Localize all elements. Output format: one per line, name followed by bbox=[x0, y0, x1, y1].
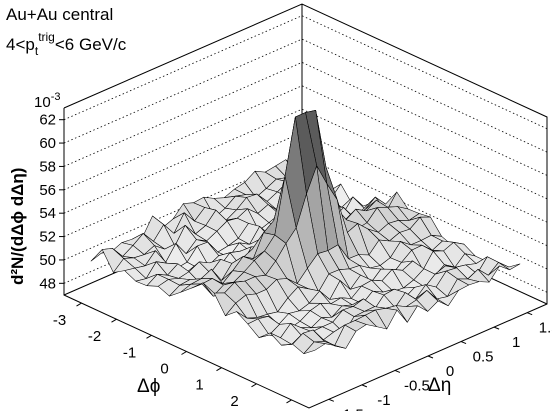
y-tick-mark bbox=[460, 341, 467, 345]
z-tick-label: 50 bbox=[39, 252, 56, 269]
z-tick-label: 48 bbox=[39, 275, 56, 292]
x-tick-label: -2 bbox=[88, 328, 101, 345]
x-tick-label: 3 bbox=[265, 409, 273, 411]
z-tick-label: 62 bbox=[39, 112, 56, 129]
z-tick-label: 52 bbox=[39, 229, 56, 246]
x-tick-mark bbox=[251, 383, 257, 388]
z-scale-factor: 10-3 bbox=[34, 91, 60, 111]
y-tick-mark bbox=[394, 369, 401, 373]
y-tick-label: 0.5 bbox=[473, 349, 494, 366]
y-tick-label: -0.5 bbox=[404, 377, 430, 394]
z-tick-label: 56 bbox=[39, 182, 56, 199]
surface-cell bbox=[395, 305, 418, 323]
z-tick-label: 58 bbox=[39, 158, 56, 175]
gridline-z bbox=[63, 15, 548, 130]
x-tick-label: -3 bbox=[53, 312, 66, 329]
z-tick-label: 60 bbox=[39, 135, 56, 152]
x-tick-label: 1 bbox=[195, 377, 203, 394]
surface-mesh bbox=[90, 110, 521, 354]
y-axis-label: Δη bbox=[428, 375, 451, 396]
x-tick-mark bbox=[76, 302, 82, 307]
z-axis-label: d²N/(dΔϕ dΔη) bbox=[8, 168, 27, 285]
y-tick-mark bbox=[526, 312, 533, 316]
x-tick-label: 2 bbox=[230, 393, 238, 410]
x-tick-mark bbox=[146, 334, 152, 339]
surface-cell bbox=[303, 341, 326, 354]
x-tick-mark bbox=[286, 399, 292, 404]
y-tick-mark bbox=[427, 355, 434, 359]
y-tick-label: 1.5 bbox=[539, 320, 552, 337]
x-tick-mark bbox=[181, 351, 187, 355]
y-tick-mark bbox=[493, 326, 500, 330]
y-tick-mark bbox=[361, 384, 368, 388]
x-tick-mark bbox=[216, 367, 222, 372]
y-tick-label: -1.5 bbox=[338, 406, 364, 411]
y-tick-label: 1 bbox=[512, 334, 520, 351]
y-tick-label: 0 bbox=[446, 363, 454, 380]
title-line-1: Au+Au central bbox=[6, 5, 113, 24]
title-line-2: 4<pttrig<6 GeV/c bbox=[6, 30, 127, 58]
x-tick-label: 0 bbox=[160, 361, 168, 378]
y-tick-mark bbox=[328, 398, 335, 402]
x-tick-label: -1 bbox=[123, 344, 136, 361]
axis-ticks: 48 50 52 54 56 58 60 62 -3 -2 -1 0 1 2 3 -1.5 -1 -0.5 0 0.5… bbox=[39, 112, 552, 411]
x-axis-label: Δϕ bbox=[137, 376, 160, 397]
z-tick-label: 54 bbox=[39, 205, 56, 222]
y-tick-label: -1 bbox=[377, 392, 390, 409]
x-tick-mark bbox=[111, 318, 117, 323]
